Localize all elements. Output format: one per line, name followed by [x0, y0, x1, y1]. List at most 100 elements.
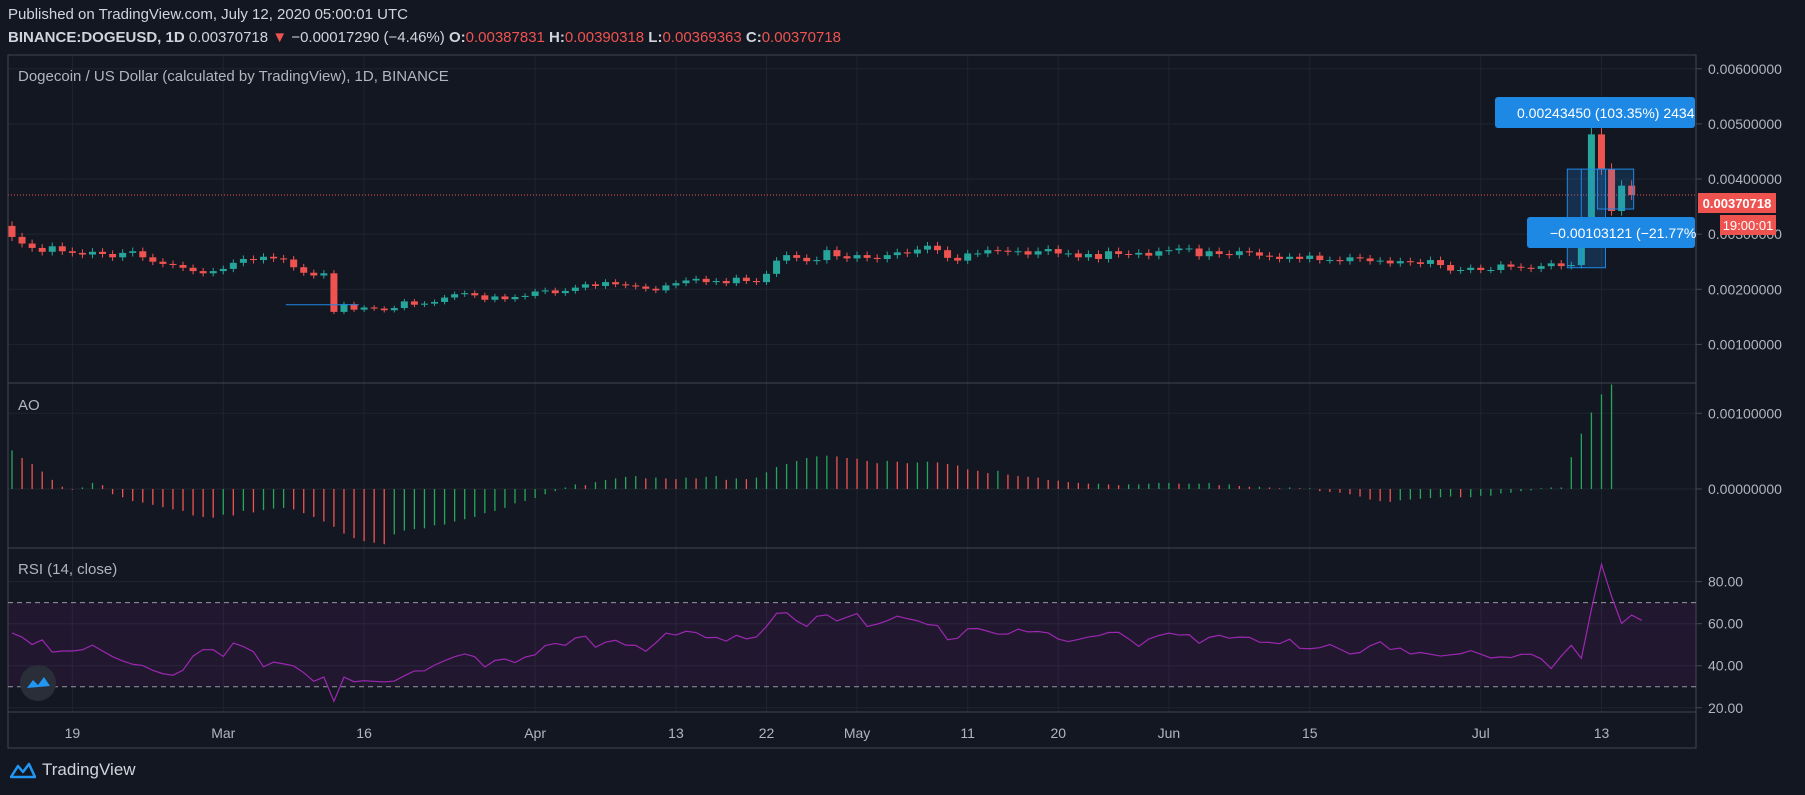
candle-body: [260, 256, 267, 261]
candle: [1376, 257, 1384, 265]
candle: [803, 254, 811, 265]
candle-body: [1094, 254, 1102, 259]
price-tick-label: 0.00100000: [1708, 336, 1782, 352]
candle-body: [38, 247, 46, 252]
candle: [1175, 244, 1183, 254]
candle: [149, 253, 157, 266]
candle-body: [310, 272, 318, 276]
candle-body: [1255, 252, 1263, 256]
brand-footer[interactable]: TradingView: [10, 760, 136, 780]
candle: [763, 270, 770, 286]
candle: [1125, 250, 1133, 259]
candle: [209, 267, 217, 277]
candle: [1497, 261, 1505, 274]
candle-body: [923, 245, 931, 250]
candle-body: [591, 284, 599, 286]
candle: [863, 251, 871, 262]
candle: [732, 274, 740, 287]
candle-body: [974, 253, 982, 255]
candle-body: [833, 250, 841, 257]
candle: [1255, 248, 1263, 260]
tradingview-overlay-logo[interactable]: [20, 665, 56, 701]
candle: [1044, 245, 1052, 255]
candle: [78, 249, 86, 259]
candle-body: [1457, 269, 1465, 271]
candle-body: [531, 291, 539, 296]
candle-body: [1155, 251, 1163, 256]
candle-body: [431, 301, 439, 304]
candle: [1296, 253, 1304, 263]
candle: [420, 301, 428, 308]
candle-body: [793, 255, 801, 258]
axes: 19 Mar 16 Apr 13 22 May 11 20 Jun 15 Jul 13 0.0060000…: [65, 61, 1783, 741]
candle: [944, 246, 952, 262]
candle: [280, 254, 288, 264]
candle: [853, 251, 861, 262]
candle: [360, 305, 368, 312]
time-tick-label: Jun: [1158, 725, 1181, 741]
candle-body: [581, 284, 589, 288]
candle-body: [1507, 264, 1515, 267]
candle-body: [1135, 252, 1143, 255]
candle: [541, 287, 549, 295]
rsi-tick-label: 40.00: [1708, 658, 1743, 674]
candle: [99, 248, 107, 258]
candle-body: [420, 303, 428, 305]
candle: [199, 267, 207, 277]
candle: [260, 253, 267, 264]
candle: [994, 246, 1002, 255]
candle-body: [1064, 253, 1072, 255]
measure-down-box: [1596, 168, 1635, 210]
candle: [1185, 244, 1193, 253]
candle-body: [18, 236, 26, 244]
candle-body: [340, 304, 348, 312]
time-tick-label: 11: [960, 725, 975, 741]
candle: [1084, 250, 1092, 261]
candle-body: [642, 286, 650, 289]
candle: [1074, 249, 1082, 261]
candle-body: [451, 294, 459, 298]
cloud-icon: [27, 677, 50, 688]
measure-tool[interactable]: [285, 168, 1635, 306]
candle: [974, 249, 982, 258]
candle: [1547, 259, 1555, 270]
candle: [1517, 263, 1525, 272]
ao-tick-label: 0.00000000: [1708, 481, 1782, 497]
candle-body: [1497, 264, 1505, 270]
candle: [501, 293, 509, 302]
candle: [1115, 247, 1123, 258]
candle-body: [1024, 251, 1032, 255]
low-label: L:: [648, 29, 663, 46]
down-arrow-icon: ▼: [272, 29, 288, 46]
candle-body: [1426, 260, 1434, 264]
candle-body: [1618, 185, 1626, 212]
candle: [1527, 264, 1535, 273]
candle: [270, 253, 278, 262]
candle-body: [189, 267, 197, 272]
candle: [1014, 247, 1022, 256]
candle: [350, 301, 358, 312]
time-tick-label: 15: [1302, 725, 1318, 741]
candle-body: [370, 307, 378, 309]
candle: [954, 254, 962, 265]
candle: [1235, 247, 1243, 259]
open-value: 0.00387831: [465, 29, 545, 46]
candle-body: [984, 250, 992, 254]
candle: [58, 242, 66, 255]
candle: [1094, 250, 1102, 263]
candle: [571, 284, 579, 294]
candle-body: [1628, 185, 1636, 196]
high-value: 0.00390318: [564, 29, 645, 46]
candle: [1336, 256, 1344, 265]
candle: [1004, 246, 1012, 256]
candle-body: [1557, 263, 1565, 267]
candle-body: [873, 257, 881, 259]
countdown-label: 19:00:01: [1723, 218, 1774, 233]
candle-body: [1356, 257, 1364, 259]
candle-body: [360, 307, 368, 310]
candle-body: [692, 278, 700, 281]
candle-body: [1225, 254, 1233, 256]
candle: [320, 270, 328, 279]
candle-body: [1145, 252, 1153, 256]
